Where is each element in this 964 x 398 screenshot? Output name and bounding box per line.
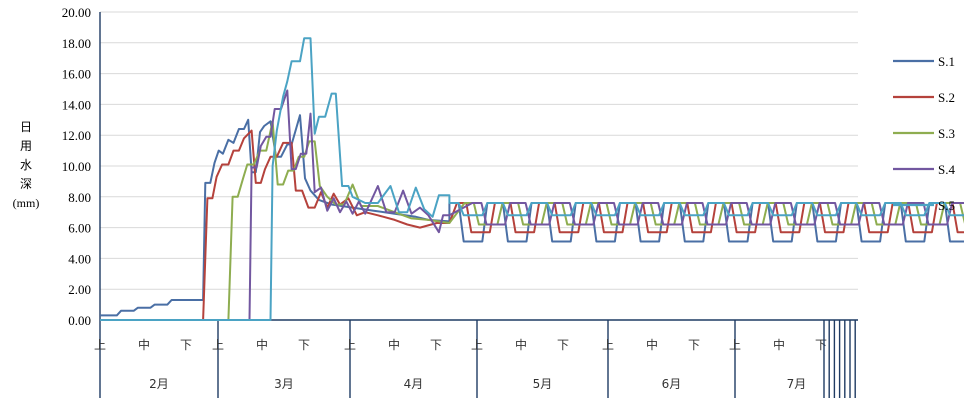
- series-line-s5: [100, 37, 964, 321]
- gridlines: [100, 11, 858, 290]
- y-axis-ticks: 0.00 2.00 4.00 6.00 8.00 10.00 12.00 14.00 16.00…: [62, 5, 91, 328]
- y-tick-label: 14.00: [62, 97, 91, 112]
- x-month-label: 7月: [787, 377, 807, 391]
- legend: S.1 S.2 S.3 S.4 S.5: [893, 54, 955, 213]
- legend-label: S.1: [938, 54, 955, 69]
- x-period-label: 下: [557, 338, 569, 352]
- x-period-label: 下: [180, 338, 192, 352]
- x-period-label: 下: [815, 338, 827, 352]
- x-period-label: 上: [471, 338, 483, 352]
- series-line-s3: [100, 120, 964, 321]
- y-tick-label: 0.00: [68, 313, 91, 328]
- legend-label: S.5: [938, 198, 955, 213]
- x-month-label: 5月: [533, 377, 553, 391]
- x-period-label: 上: [729, 338, 741, 352]
- x-period-label: 中: [256, 337, 268, 352]
- x-period-label: 中: [388, 337, 400, 352]
- x-period-label: 下: [688, 338, 700, 352]
- x-month-label: 3月: [274, 377, 294, 391]
- x-period-label: 中: [138, 337, 150, 352]
- legend-label: S.2: [938, 90, 955, 105]
- y-tick-label: 10.00: [62, 159, 91, 174]
- y-tick-label: 8.00: [68, 190, 91, 205]
- x-period-label: 下: [430, 338, 442, 352]
- y-tick-label: 18.00: [62, 36, 91, 51]
- y-axis-label: 日 用 水 深 (mm): [13, 120, 40, 210]
- series-lines: [100, 37, 964, 321]
- x-period-label: 上: [212, 338, 224, 352]
- y-tick-label: 2.00: [68, 282, 91, 297]
- x-period-label: 下: [298, 338, 310, 352]
- x-period-label: 中: [515, 337, 527, 352]
- x-period-label: 上: [94, 338, 106, 352]
- series-line-s2: [100, 129, 964, 321]
- y-tick-label: 4.00: [68, 251, 91, 266]
- x-month-label: 2月: [149, 377, 169, 391]
- y-tick-label: 12.00: [62, 128, 91, 143]
- x-period-label: 上: [602, 338, 614, 352]
- x-month-label: 6月: [662, 377, 682, 391]
- series-line-s1: [100, 114, 964, 317]
- legend-label: S.4: [938, 162, 955, 177]
- y-axis-label-unit: (mm): [13, 196, 40, 210]
- y-axis-label-char: 用: [20, 139, 32, 153]
- y-tick-label: 16.00: [62, 67, 91, 82]
- x-period-label: 中: [773, 337, 785, 352]
- y-axis-label-char: 水: [20, 158, 32, 172]
- y-axis-label-char: 日: [20, 120, 32, 134]
- x-axis: 上 中 下 2月 上 中 下 3月 上 中 下 4月 上 中 下 5月 上 中 下 6月 上 中 下 7月: [94, 12, 858, 398]
- x-period-label: 上: [344, 338, 356, 352]
- y-tick-label: 20.00: [62, 5, 91, 20]
- series-line-s4: [100, 89, 964, 321]
- y-tick-label: 6.00: [68, 221, 91, 236]
- x-period-label: 中: [646, 337, 658, 352]
- legend-label: S.3: [938, 126, 955, 141]
- x-month-label: 4月: [404, 377, 424, 391]
- y-axis-label-char: 深: [20, 177, 32, 191]
